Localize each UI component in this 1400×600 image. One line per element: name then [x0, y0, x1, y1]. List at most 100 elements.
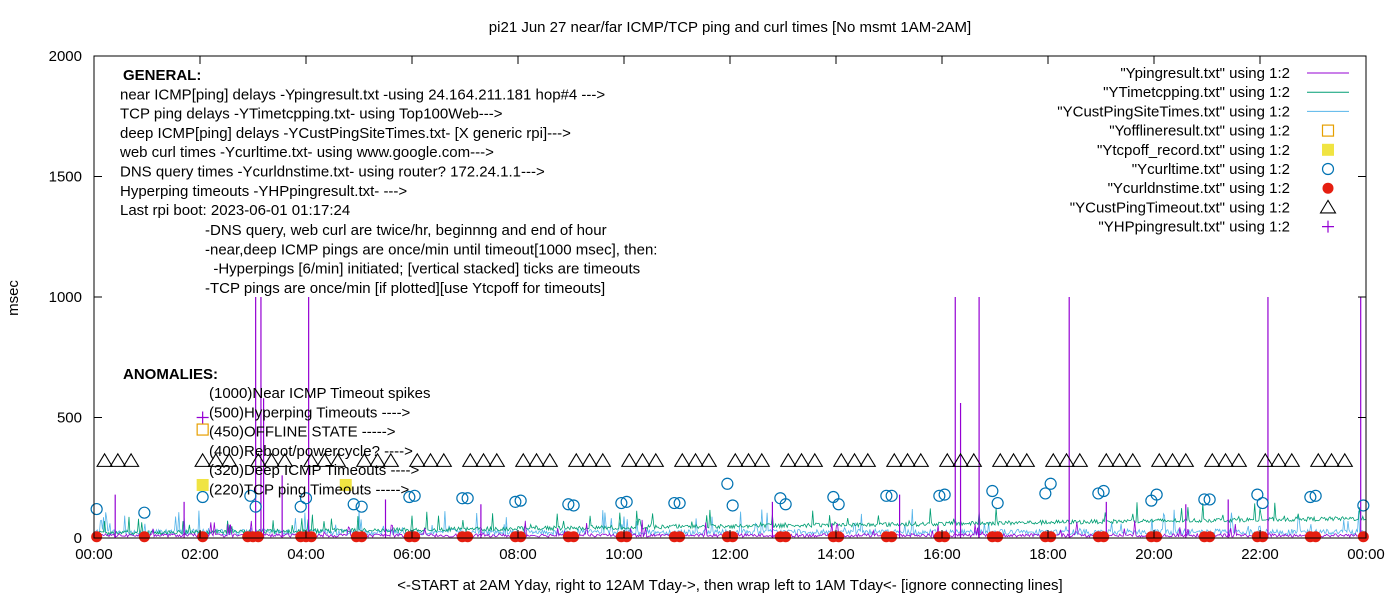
x-tick-label: 00:00: [1347, 546, 1385, 563]
cust-timeout-marker: [207, 452, 225, 467]
dns-marker: [252, 531, 264, 543]
cust-timeout-marker: [329, 452, 347, 467]
cust-timeout-marker: [846, 452, 864, 467]
cust-timeout-marker: [1283, 452, 1301, 467]
anomaly-note: (320)Deep ICMP Timeouts ---->: [209, 462, 419, 479]
x-tick-label: 12:00: [711, 546, 749, 563]
curl-marker: [615, 496, 628, 510]
dns-marker: [992, 531, 1004, 543]
legend: "Ypingresult.txt" using 1:2 "YTimetcpping…: [1057, 65, 1349, 236]
dns-marker: [91, 531, 103, 543]
x-axis-label: <-START at 2AM Yday, right to 12AM Tday-…: [397, 577, 1062, 594]
cust-timeout-marker: [488, 452, 506, 467]
cust-timeout-marker: [382, 452, 400, 467]
curl-marker: [249, 500, 262, 513]
cust-timeout-marker: [122, 452, 140, 467]
x-tick-label: 16:00: [923, 546, 961, 563]
general-note: DNS query times -Ycurldnstime.txt- using…: [120, 164, 545, 181]
x-tick-label: 02:00: [181, 546, 219, 563]
curl-marker: [461, 492, 474, 505]
legend-label: "Ycurldnstime.txt" using 1:2: [1108, 180, 1290, 197]
offline-anomaly-marker: [196, 423, 209, 436]
curl-marker: [938, 488, 951, 501]
cust-timeout-marker: [194, 452, 212, 467]
curl-marker: [827, 490, 840, 504]
curl-marker: [779, 498, 792, 511]
general-note: web curl times -Ycurltime.txt- using www…: [119, 144, 494, 161]
curl-marker: [1357, 499, 1370, 512]
x-tick-label: 04:00: [287, 546, 325, 563]
dns-marker: [197, 531, 209, 543]
curl-marker: [355, 500, 368, 513]
curl-marker: [1150, 488, 1163, 501]
indented-note: -DNS query, web curl are twice/hr, begin…: [205, 222, 607, 239]
legend-label: "YHPpingresult.txt" using 1:2: [1098, 219, 1290, 236]
cust-timeout-marker: [475, 452, 493, 467]
dns-marker: [1151, 531, 1163, 543]
cust-timeout-marker: [1018, 452, 1036, 467]
cust-timeout-marker: [991, 452, 1009, 467]
cust-timeout-marker: [249, 452, 267, 467]
cust-timeout-marker: [687, 452, 705, 467]
y-tick-label: 0: [74, 530, 82, 547]
x-tick-label: 08:00: [499, 546, 537, 563]
cust-timeout-marker: [541, 452, 559, 467]
y-tick-label: 500: [57, 410, 82, 427]
curl-marker: [90, 502, 103, 516]
x-tick-label: 18:00: [1029, 546, 1067, 563]
cust-timeout-marker: [793, 452, 811, 467]
x-tick-label: 06:00: [393, 546, 431, 563]
general-note: Hyperping timeouts -YHPpingresult.txt- -…: [120, 183, 407, 200]
cust-timeout-marker: [1256, 452, 1274, 467]
legend-label: "Yofflineresult.txt" using 1:2: [1109, 123, 1290, 140]
dns-marker: [138, 531, 150, 543]
x-tick-label: 22:00: [1241, 546, 1279, 563]
cust-timeout-marker: [899, 452, 917, 467]
anomaly-note: (1000)Near ICMP Timeout spikes: [209, 385, 430, 402]
cust-timeout-marker: [422, 452, 440, 467]
axis-layer: 0 500 1000 1500 2000 00:00 02:00 04:00 06:00 08:0…: [49, 48, 1385, 563]
cust-timeout-marker: [673, 452, 691, 467]
curl-marker: [1198, 493, 1211, 506]
curl-marker: [1256, 496, 1269, 510]
tcpoff-anomaly-marker: [339, 478, 352, 491]
curl-marker: [668, 496, 681, 510]
cust-timeout-marker: [528, 452, 546, 467]
dns-marker: [621, 531, 633, 543]
cust-timeout-marker: [806, 452, 824, 467]
curl-marker: [991, 496, 1004, 510]
legend-label: "YCustPingTimeout.txt" using 1:2: [1070, 199, 1290, 216]
y-tick-label: 1500: [49, 169, 82, 186]
general-note: deep ICMP[ping] delays -YCustPingSiteTim…: [120, 125, 571, 142]
dns-marker: [674, 531, 686, 543]
curl-marker: [726, 499, 739, 512]
dns-marker: [1310, 531, 1322, 543]
dns-marker: [462, 531, 474, 543]
cust-timeout-marker: [1323, 452, 1341, 467]
dns-marker: [568, 531, 580, 543]
curl-marker: [567, 499, 580, 512]
cust-timeout-marker: [647, 452, 665, 467]
cust-timeout-marker: [1164, 452, 1182, 467]
curl-marker: [986, 484, 999, 498]
cust-timeout-marker: [1058, 452, 1076, 467]
dns-marker: [1204, 531, 1216, 543]
cust-timeout-marker: [316, 452, 334, 467]
curl-marker: [880, 489, 893, 502]
curl-marker: [721, 477, 734, 490]
cust-timeout-marker: [832, 452, 850, 467]
general-note: Last rpi boot: 2023-06-01 01:17:24: [120, 202, 350, 219]
legend-swatch-tcpoff: [1322, 143, 1334, 156]
cust-timeout-marker: [965, 452, 983, 467]
legend-label: "YTimetcpping.txt" using 1:2: [1103, 84, 1290, 101]
cust-timeout-marker: [1044, 452, 1062, 467]
cust-timeout-marker: [276, 452, 294, 467]
cust-timeout-marker: [109, 452, 127, 467]
anomaly-note: (220)TCP ping Timeouts ----->: [209, 482, 409, 499]
cust-timeout-marker: [1336, 452, 1354, 467]
cust-timeout-marker: [1230, 452, 1248, 467]
cust-timeout-marker: [885, 452, 903, 467]
cust-timeout-marker: [1005, 452, 1023, 467]
curl-marker: [933, 489, 946, 502]
